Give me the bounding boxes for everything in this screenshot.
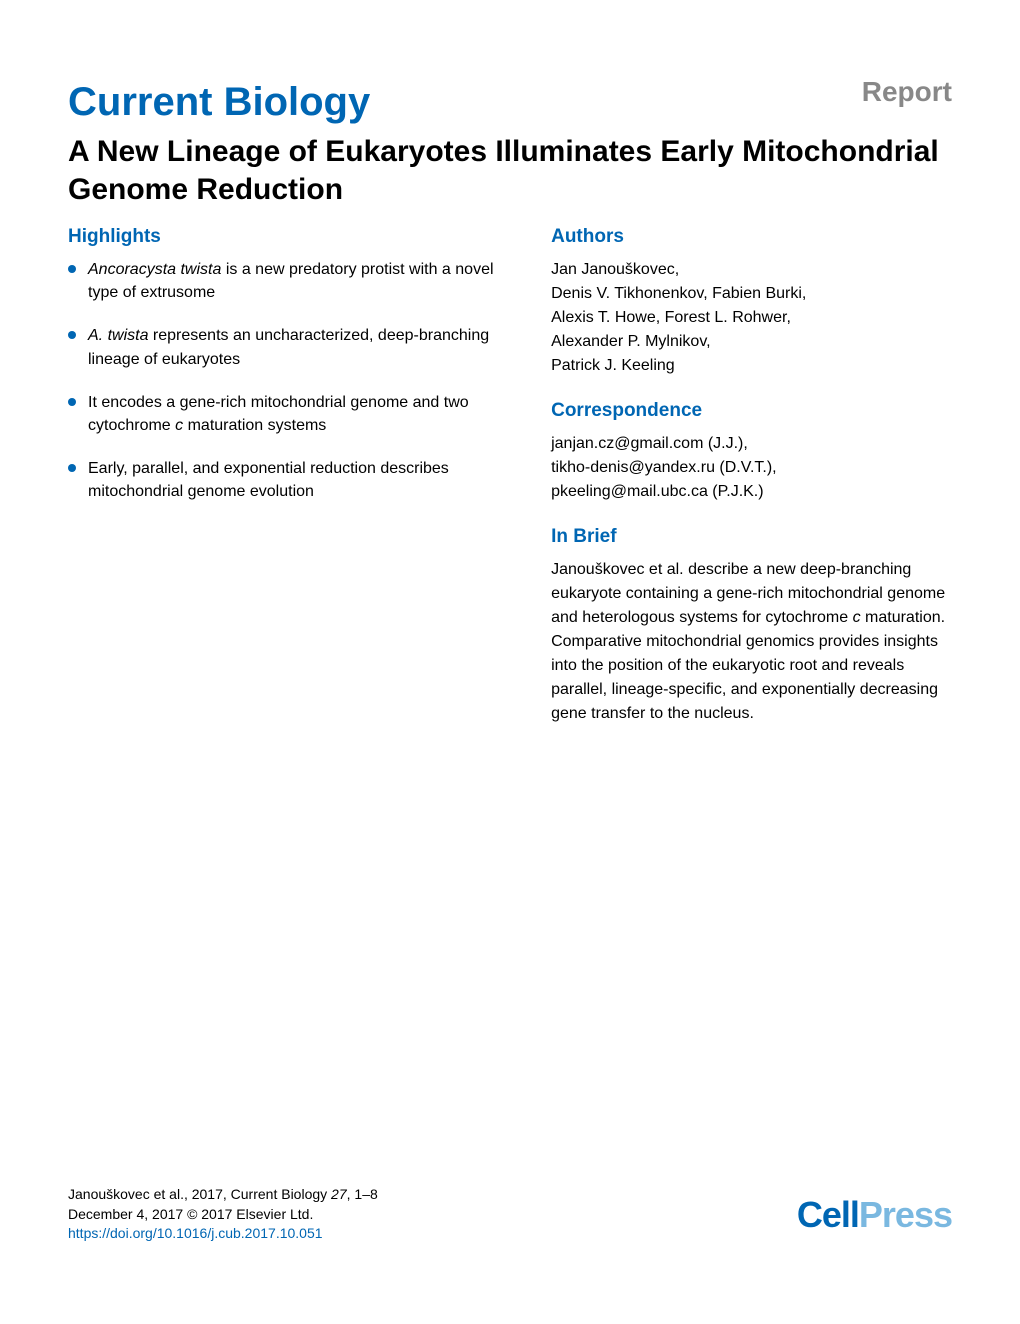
- correspondence-text: janjan.cz@gmail.com (J.J.),tikho-denis@y…: [551, 432, 952, 504]
- highlight-item: Ancoracysta twista is a new predatory pr…: [68, 258, 511, 304]
- journal-name: Current Biology: [68, 80, 370, 125]
- highlight-italic: A. twista: [88, 327, 148, 344]
- citation-block: Janouškovec et al., 2017, Current Biolog…: [68, 1185, 378, 1244]
- correspondence-heading: Correspondence: [551, 400, 952, 422]
- page-footer: Janouškovec et al., 2017, Current Biolog…: [68, 1185, 952, 1244]
- highlight-item: It encodes a gene-rich mitochondrial gen…: [68, 391, 511, 437]
- highlight-text: Early, parallel, and exponential reducti…: [88, 460, 449, 500]
- article-title: A New Lineage of Eukaryotes Illuminates …: [68, 133, 952, 208]
- in-brief-italic: c: [853, 609, 861, 626]
- authors-heading: Authors: [551, 226, 952, 248]
- highlight-suffix: maturation systems: [183, 417, 326, 434]
- logo-cell-part: Cell: [797, 1194, 859, 1236]
- citation-date-copyright: December 4, 2017 © 2017 Elsevier Ltd.: [68, 1205, 378, 1225]
- in-brief-text: Janouškovec et al. describe a new deep-b…: [551, 558, 952, 726]
- authors-list: Jan Janouškovec,Denis V. Tikhonenkov, Fa…: [551, 258, 952, 378]
- in-brief-heading: In Brief: [551, 526, 952, 548]
- highlight-italic: Ancoracysta twista: [88, 261, 221, 278]
- highlight-italic: c: [175, 417, 183, 434]
- highlight-text: represents an uncharacterized, deep-bran…: [88, 327, 489, 367]
- doi-link[interactable]: https://doi.org/10.1016/j.cub.2017.10.05…: [68, 1225, 323, 1241]
- citation-reference: Janouškovec et al., 2017, Current Biolog…: [68, 1185, 378, 1205]
- page-header: Current Biology Report: [68, 80, 952, 125]
- left-column: Highlights Ancoracysta twista is a new p…: [68, 226, 511, 726]
- citation-pages: , 1–8: [347, 1186, 378, 1202]
- right-column: Authors Jan Janouškovec,Denis V. Tikhone…: [551, 226, 952, 726]
- citation-prefix: Janouškovec et al., 2017, Current Biolog…: [68, 1186, 331, 1202]
- highlight-item: A. twista represents an uncharacterized,…: [68, 324, 511, 370]
- cellpress-logo: CellPress: [797, 1194, 952, 1236]
- highlight-item: Early, parallel, and exponential reducti…: [68, 457, 511, 503]
- report-label: Report: [862, 76, 952, 108]
- citation-volume: 27: [331, 1186, 347, 1202]
- highlights-list: Ancoracysta twista is a new predatory pr…: [68, 258, 511, 504]
- content-columns: Highlights Ancoracysta twista is a new p…: [68, 226, 952, 726]
- logo-press-part: Press: [859, 1194, 952, 1236]
- highlights-heading: Highlights: [68, 226, 511, 248]
